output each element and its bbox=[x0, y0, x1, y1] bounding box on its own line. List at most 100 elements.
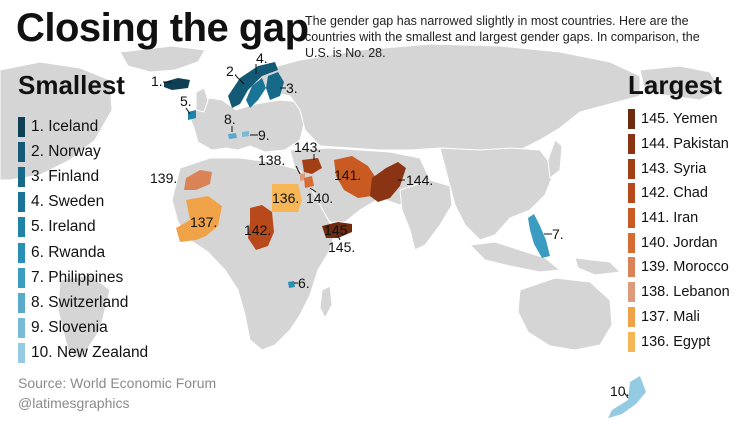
list-item: 2. Norway bbox=[18, 139, 148, 164]
country-mali bbox=[176, 196, 222, 242]
swatch bbox=[18, 242, 25, 263]
leader-lebanon bbox=[295, 165, 301, 175]
country-philippines bbox=[528, 214, 550, 258]
swatch bbox=[18, 343, 25, 364]
country-jordan bbox=[304, 176, 314, 188]
label-iceland: 1. bbox=[151, 73, 163, 89]
label-jordan: 140. bbox=[306, 190, 333, 206]
swatch bbox=[628, 232, 635, 253]
swatch bbox=[18, 166, 25, 187]
list-item-label: 8. Switzerland bbox=[31, 293, 129, 311]
country-switzerland bbox=[228, 133, 237, 139]
list-item: 141. Iran bbox=[628, 206, 730, 231]
smallest-countries bbox=[164, 62, 646, 418]
smallest-heading: Smallest bbox=[18, 70, 125, 100]
country-new-zealand bbox=[608, 376, 646, 418]
list-item: 138. Lebanon bbox=[628, 280, 730, 305]
land-far-east bbox=[639, 65, 721, 101]
list-item-label: 139. Morocco bbox=[641, 259, 729, 276]
swatch bbox=[628, 257, 635, 278]
list-item: 7. Philippines bbox=[18, 265, 148, 290]
swatch bbox=[18, 292, 25, 313]
smallest-list: 1. Iceland 2. Norway 3. Finland 4. Swede… bbox=[18, 114, 148, 366]
country-lebanon bbox=[300, 173, 305, 181]
list-item-label: 7. Philippines bbox=[31, 268, 124, 286]
label-yemen: 145. bbox=[328, 239, 355, 255]
leader-norway bbox=[235, 75, 245, 85]
list-item: 10. New Zealand bbox=[18, 341, 148, 366]
country-pakistan bbox=[370, 162, 406, 202]
largest-list: 145. Yemen 144. Pakistan 143. Syria 142.… bbox=[628, 107, 730, 354]
label-egypt: 136. bbox=[272, 190, 299, 206]
label-new-zealand: 10. bbox=[610, 383, 629, 399]
swatch bbox=[628, 158, 635, 179]
list-item-label: 136. Egypt bbox=[641, 333, 711, 350]
leader-jordan bbox=[309, 187, 317, 193]
label-switzerland: 8. bbox=[224, 111, 236, 127]
list-item-label: 6. Rwanda bbox=[31, 243, 106, 261]
list-item-label: 137. Mali bbox=[641, 308, 700, 325]
land-north-america bbox=[0, 61, 113, 181]
list-item: 140. Jordan bbox=[628, 230, 730, 255]
label-chad: 142. bbox=[244, 222, 271, 238]
credit-line: @latimesgraphics bbox=[18, 395, 130, 411]
list-item-label: 138. Lebanon bbox=[641, 284, 730, 301]
list-item: 137. Mali bbox=[628, 305, 730, 330]
label-lebanon: 138. bbox=[258, 152, 285, 168]
list-item-label: 2. Norway bbox=[31, 142, 101, 160]
swatch bbox=[628, 208, 635, 229]
country-syria bbox=[302, 158, 322, 174]
label-yemen-inside: 145 bbox=[324, 222, 348, 238]
list-item: 139. Morocco bbox=[628, 255, 730, 280]
list-item-label: 9. Slovenia bbox=[31, 319, 108, 337]
swatch bbox=[18, 318, 25, 339]
land-indonesia bbox=[468, 241, 562, 273]
country-norway bbox=[228, 62, 278, 108]
page-title: Closing the gap bbox=[16, 6, 309, 50]
list-item: 1. Iceland bbox=[18, 114, 148, 139]
list-item-label: 4. Sweden bbox=[31, 193, 105, 211]
label-iran: 141. bbox=[334, 167, 361, 183]
country-iceland bbox=[164, 78, 190, 90]
list-item-label: 1. Iceland bbox=[31, 117, 99, 135]
label-morocco: 139. bbox=[150, 170, 177, 186]
land-north-asia bbox=[254, 43, 641, 153]
swatch bbox=[628, 134, 635, 155]
label-mali: 137. bbox=[190, 214, 217, 230]
swatch bbox=[628, 183, 635, 204]
label-sweden: 4. bbox=[256, 50, 268, 66]
country-sweden bbox=[246, 78, 266, 108]
land-japan bbox=[547, 139, 563, 179]
country-rwanda bbox=[288, 281, 295, 288]
country-egypt bbox=[272, 184, 302, 212]
label-pakistan: 144. bbox=[406, 172, 433, 188]
list-item-label: 143. Syria bbox=[641, 160, 707, 177]
largest-countries bbox=[176, 156, 406, 250]
leader-new-zealand bbox=[623, 391, 629, 399]
swatch bbox=[18, 141, 25, 162]
list-item-label: 5. Ireland bbox=[31, 218, 96, 236]
label-syria: 143. bbox=[294, 139, 321, 155]
list-item: 4. Sweden bbox=[18, 190, 148, 215]
country-morocco bbox=[184, 170, 212, 190]
land-uk bbox=[195, 87, 209, 113]
leader-ireland bbox=[185, 107, 191, 115]
land-east-asia bbox=[439, 147, 556, 241]
callout-labels: 1. 2. 4. 3. 5. 8. 9. 6. 7. 10. 139. 137.… bbox=[150, 50, 629, 399]
swatch bbox=[18, 116, 25, 137]
swatch bbox=[628, 306, 635, 327]
source-note: Source: World Economic Forum bbox=[18, 375, 217, 391]
list-item-label: 142. Chad bbox=[641, 185, 708, 202]
largest-heading: Largest bbox=[628, 70, 722, 100]
list-item: 145. Yemen bbox=[628, 107, 730, 132]
swatch bbox=[628, 282, 635, 303]
land-australia bbox=[517, 277, 613, 351]
list-item-label: 141. Iran bbox=[641, 210, 699, 227]
list-item-label: 145. Yemen bbox=[641, 111, 718, 128]
land-india bbox=[399, 179, 453, 251]
swatch bbox=[628, 331, 635, 352]
country-chad bbox=[248, 205, 274, 250]
list-item: 144. Pakistan bbox=[628, 132, 730, 157]
country-ireland bbox=[188, 110, 196, 120]
